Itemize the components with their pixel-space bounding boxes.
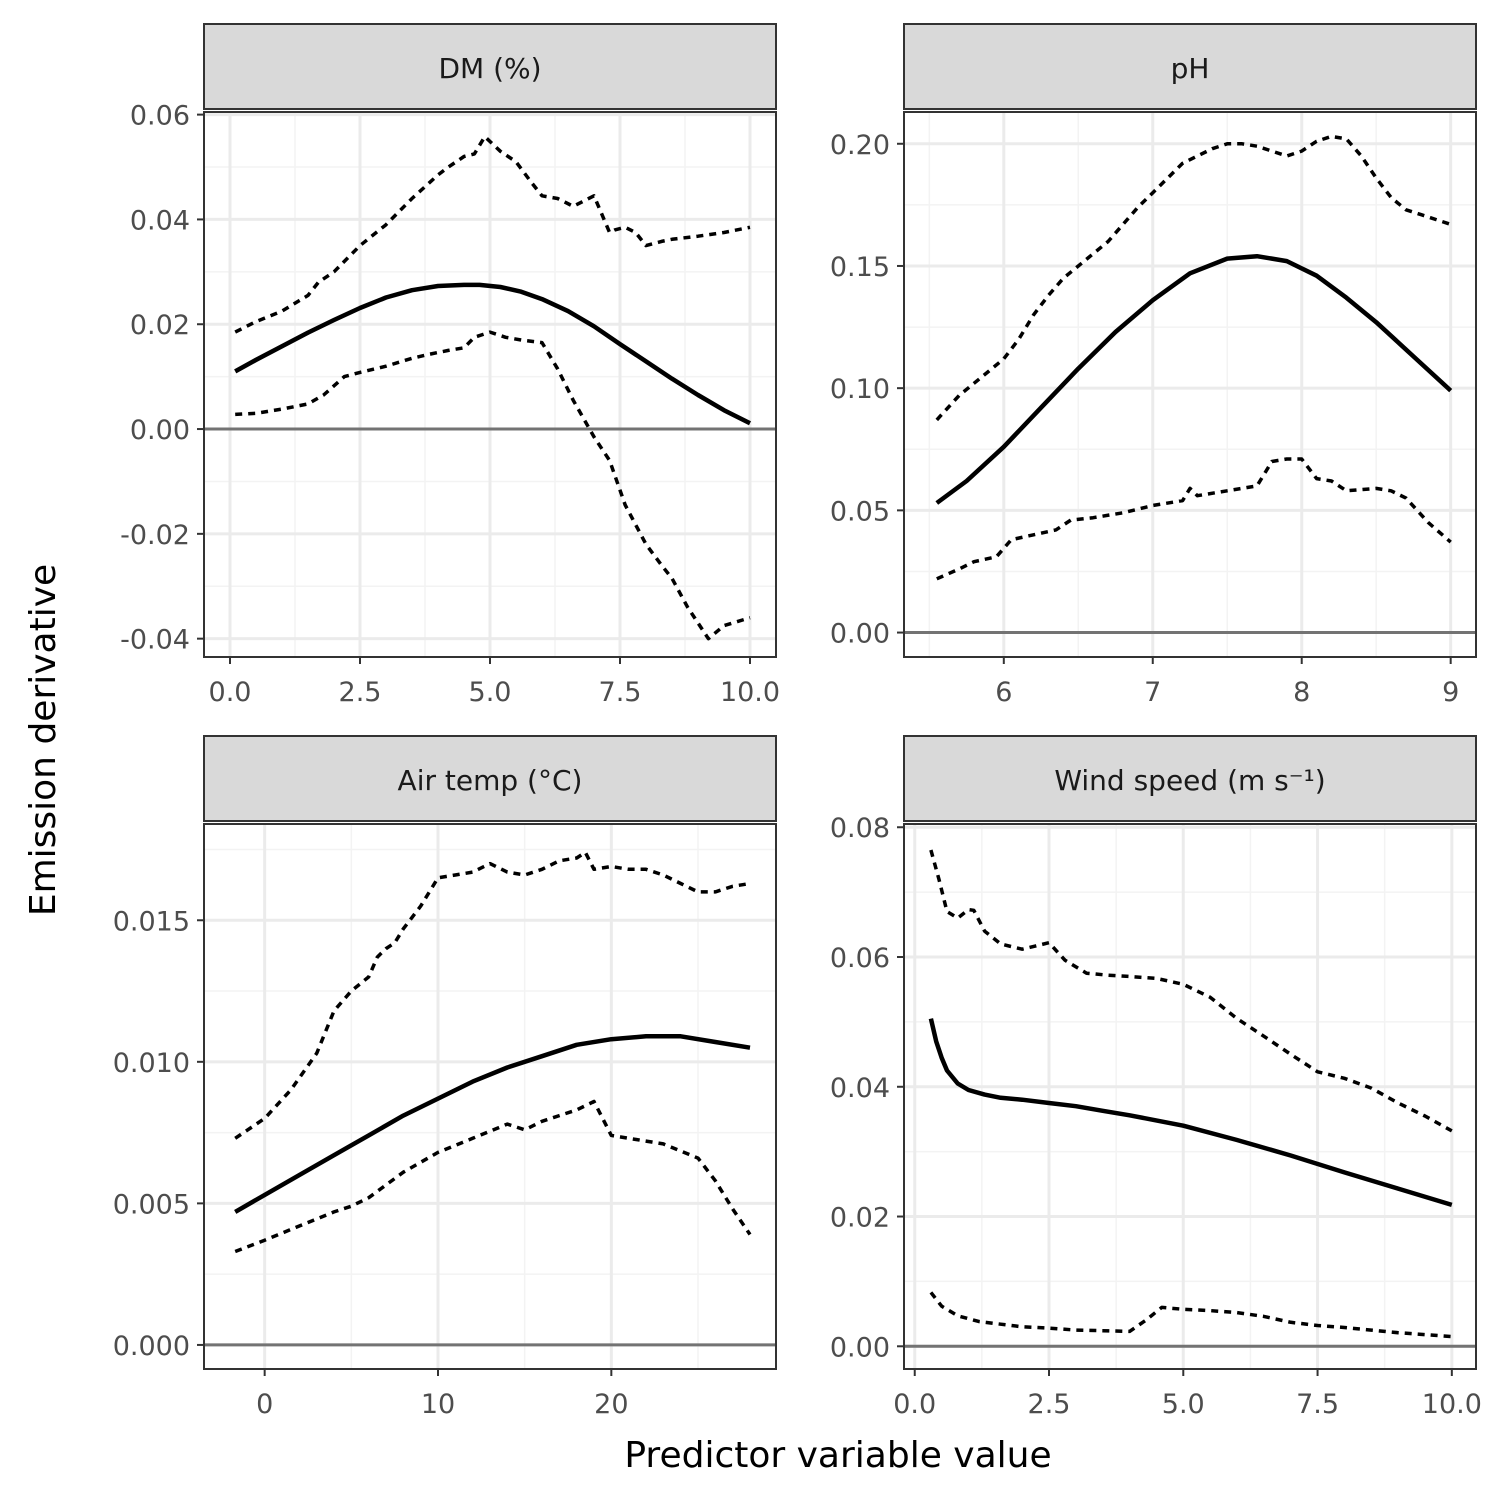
- panel-border: [903, 823, 1477, 1370]
- confidence-bound-line: [936, 457, 1452, 581]
- y-tick-label: 0.08: [830, 813, 890, 844]
- x-tick-label: 9: [1442, 677, 1459, 708]
- panel-background: [904, 112, 1476, 657]
- facet-title: pH: [1171, 52, 1210, 85]
- x-axis-title: Predictor variable value: [624, 1435, 1051, 1476]
- x-tick-label: 10.0: [720, 677, 780, 708]
- confidence-bound-line: [234, 1099, 752, 1254]
- y-tick-label: -0.02: [120, 520, 190, 551]
- y-tick-label: 0.06: [830, 943, 890, 974]
- facet-title: Wind speed (m s⁻¹): [1054, 764, 1325, 797]
- mean-derivative-line: [935, 253, 1453, 505]
- y-tick-label: 0.00: [830, 1332, 890, 1363]
- y-tick-label: 0.15: [830, 252, 890, 283]
- facet-strip: [203, 23, 777, 110]
- panel-3: Air temp (°C) 0 10 20 0.000 0.005 0.010 0.015: [113, 735, 777, 1420]
- panel-4: Wind speed (m s⁻¹) 0.0 2.5 5.0 7.5 10.0 0.00 0.…: [830, 735, 1482, 1420]
- y-tick-label: 0.04: [830, 1073, 890, 1104]
- y-tick-label: 0.000: [113, 1331, 190, 1362]
- y-tick-label: 0.06: [130, 101, 190, 132]
- x-tick-label: 5.0: [469, 677, 512, 708]
- x-tick-label: 7: [1144, 677, 1161, 708]
- panel-border: [903, 111, 1477, 658]
- x-tick-label: 7.5: [1296, 1389, 1339, 1420]
- x-tick-label: 0.0: [893, 1389, 936, 1420]
- y-tick-label: 0.04: [130, 205, 190, 236]
- x-tick-label: 8: [1293, 677, 1310, 708]
- y-tick-label: 0.02: [130, 310, 190, 341]
- panel-border: [203, 823, 777, 1370]
- y-tick-label: 0.00: [130, 415, 190, 446]
- y-axis-title: Emission derivative: [23, 564, 64, 916]
- y-tick-label: -0.04: [120, 625, 190, 656]
- mean-derivative-line: [928, 1018, 1453, 1208]
- x-tick-label: 0.0: [209, 677, 252, 708]
- y-tick-label: 0.00: [830, 619, 890, 650]
- y-tick-label: 0.010: [113, 1048, 190, 1079]
- confidence-bound-line: [929, 849, 1453, 1133]
- mean-derivative-line: [234, 282, 752, 426]
- y-tick-label: 0.05: [830, 496, 890, 527]
- confidence-bound-line: [235, 330, 751, 641]
- facet-title: DM (%): [438, 52, 541, 85]
- y-tick-label: 0.02: [830, 1203, 890, 1234]
- x-tick-label: 20: [594, 1389, 628, 1420]
- panel-2: pH 6 7 8 9 0.00 0.05 0.10 0.15 0.20: [830, 23, 1477, 708]
- facet-title: Air temp (°C): [398, 764, 583, 797]
- x-tick-label: 0: [256, 1389, 273, 1420]
- y-tick-label: 0.20: [830, 130, 890, 161]
- x-tick-label: 10.0: [1422, 1389, 1482, 1420]
- y-tick-label: 0.10: [830, 374, 890, 405]
- x-tick-label: 6: [995, 677, 1012, 708]
- confidence-bound-line: [935, 134, 1452, 422]
- panel-background: [204, 824, 776, 1369]
- x-tick-label: 2.5: [1028, 1389, 1071, 1420]
- x-tick-label: 7.5: [599, 677, 642, 708]
- x-tick-label: 2.5: [339, 677, 382, 708]
- y-tick-label: 0.005: [113, 1189, 190, 1220]
- facet-strip: [203, 735, 777, 822]
- x-tick-label: 5.0: [1162, 1389, 1205, 1420]
- facet-strip: [903, 735, 1477, 822]
- mean-derivative-line: [234, 1034, 751, 1214]
- confidence-bound-line: [234, 134, 751, 334]
- panel-1: DM (%) 0.0 2.5 5.0 7.5 10.0 -0.04 -0.02 0.00 0.02…: [120, 23, 780, 708]
- confidence-bound-line: [929, 1291, 1452, 1339]
- y-tick-label: 0.015: [113, 906, 190, 937]
- facet-strip: [903, 23, 1477, 110]
- x-tick-label: 10: [421, 1389, 455, 1420]
